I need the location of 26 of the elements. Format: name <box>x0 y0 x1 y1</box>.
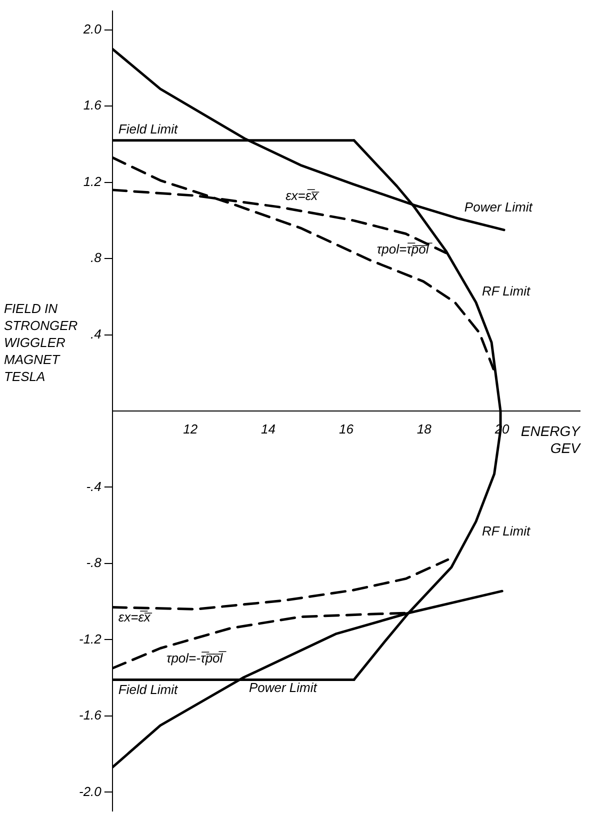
y-tick-label: -1.6 <box>78 708 102 723</box>
y-tick-label: .8 <box>90 250 102 266</box>
y-tick-label: .4 <box>90 326 102 342</box>
x-tick-label: 14 <box>261 421 276 436</box>
y-tick-label: -.4 <box>86 478 102 494</box>
annotation: RF Limit <box>482 524 532 539</box>
x-tick-label: 12 <box>183 421 198 436</box>
annotation: Power Limit <box>464 200 534 215</box>
x-tick-label: 18 <box>416 421 432 436</box>
y-tick-label: -2.0 <box>78 784 102 799</box>
y-tick-label: 1.2 <box>83 174 102 189</box>
y-tick-label: 2.0 <box>82 21 102 36</box>
y-tick-label: -.8 <box>86 555 102 570</box>
annotation: Power Limit <box>248 680 318 695</box>
annotation: εx=ε̅x̅ <box>286 188 320 204</box>
annotation: Field Limit <box>118 682 180 697</box>
y-axis-title: FIELD IN STRONGER WIGGLER MAGNET TESLA <box>4 300 78 385</box>
x-axis-title: ENERGY GEV <box>520 422 582 456</box>
annotation: Field Limit <box>118 122 180 136</box>
y-tick-label: 1.6 <box>83 98 102 113</box>
annotation: τpol=τ̅p̅o̅l̅ <box>376 242 433 257</box>
x-tick-label: 16 <box>338 421 354 436</box>
annotation: τpol=-τ̅p̅o̅l̅ <box>166 650 226 666</box>
annotation: RF Limit <box>482 283 532 298</box>
annotation: εx=ε̅x̅ <box>118 609 152 624</box>
y-tick-label: -1.2 <box>78 631 102 646</box>
